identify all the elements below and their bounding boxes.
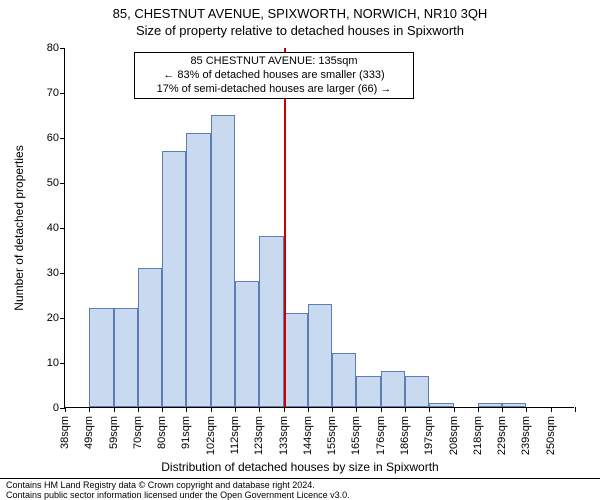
y-tick-label: 40 xyxy=(31,222,59,234)
y-tick-mark xyxy=(60,138,65,139)
chart-area: 0102030405060708038sqm49sqm59sqm70sqm80s… xyxy=(64,48,574,408)
histogram-bar xyxy=(478,403,502,408)
x-tick-label: 144sqm xyxy=(302,416,314,455)
histogram-bar xyxy=(308,304,332,408)
x-tick-mark xyxy=(332,407,333,412)
x-tick-mark xyxy=(211,407,212,412)
annotation-line: ← 83% of detached houses are smaller (33… xyxy=(141,69,407,83)
y-tick-label: 30 xyxy=(31,267,59,279)
x-tick-label: 123sqm xyxy=(253,416,265,455)
y-tick-mark xyxy=(60,48,65,49)
x-tick-mark xyxy=(235,407,236,412)
x-tick-label: 155sqm xyxy=(326,416,338,455)
x-axis-label: Distribution of detached houses by size … xyxy=(0,460,600,474)
footer-line2: Contains public sector information licen… xyxy=(6,491,594,500)
x-tick-label: 133sqm xyxy=(278,416,290,455)
x-tick-label: 59sqm xyxy=(108,416,120,449)
y-axis-label: Number of detached properties xyxy=(12,145,26,310)
x-tick-mark xyxy=(284,407,285,412)
annotation-line: 17% of semi-detached houses are larger (… xyxy=(141,83,407,97)
x-tick-label: 229sqm xyxy=(496,416,508,455)
annotation-line: 85 CHESTNUT AVENUE: 135sqm xyxy=(141,55,407,69)
y-tick-label: 10 xyxy=(31,357,59,369)
y-tick-label: 50 xyxy=(31,177,59,189)
x-tick-mark xyxy=(308,407,309,412)
x-tick-mark xyxy=(162,407,163,412)
histogram-bar xyxy=(405,376,429,408)
y-tick-label: 70 xyxy=(31,87,59,99)
histogram-bar xyxy=(332,353,356,407)
histogram-bar xyxy=(259,236,283,407)
x-tick-mark xyxy=(429,407,430,412)
histogram-bar xyxy=(89,308,113,407)
x-tick-mark xyxy=(478,407,479,412)
x-tick-label: 49sqm xyxy=(83,416,95,449)
x-tick-label: 112sqm xyxy=(229,416,241,454)
x-tick-mark xyxy=(454,407,455,412)
histogram-bar xyxy=(284,313,308,408)
y-tick-mark xyxy=(60,318,65,319)
x-tick-label: 102sqm xyxy=(205,416,217,455)
annotation-box: 85 CHESTNUT AVENUE: 135sqm← 83% of detac… xyxy=(134,52,414,99)
x-tick-mark xyxy=(381,407,382,412)
y-tick-mark xyxy=(60,363,65,364)
x-tick-label: 165sqm xyxy=(350,416,362,455)
y-tick-mark xyxy=(60,93,65,94)
x-tick-mark xyxy=(551,407,552,412)
footer: Contains HM Land Registry data © Crown c… xyxy=(0,478,600,500)
y-tick-label: 60 xyxy=(31,132,59,144)
x-tick-mark xyxy=(259,407,260,412)
x-tick-mark xyxy=(65,407,66,412)
y-tick-label: 20 xyxy=(31,312,59,324)
x-tick-label: 250sqm xyxy=(545,416,557,455)
y-tick-mark xyxy=(60,273,65,274)
y-tick-mark xyxy=(60,183,65,184)
histogram-bar xyxy=(502,403,526,408)
histogram-bar xyxy=(429,403,453,408)
histogram-bar xyxy=(162,151,186,408)
reference-line xyxy=(284,48,286,407)
y-tick-label: 80 xyxy=(31,42,59,54)
x-tick-label: 208sqm xyxy=(448,416,460,455)
histogram-bar xyxy=(114,308,138,407)
x-tick-mark xyxy=(502,407,503,412)
x-tick-mark xyxy=(138,407,139,412)
x-tick-label: 176sqm xyxy=(375,416,387,455)
x-tick-label: 80sqm xyxy=(156,416,168,449)
y-tick-mark xyxy=(60,228,65,229)
x-tick-mark xyxy=(526,407,527,412)
x-tick-mark xyxy=(114,407,115,412)
x-tick-mark xyxy=(575,407,576,412)
y-tick-label: 0 xyxy=(31,402,59,414)
x-tick-mark xyxy=(405,407,406,412)
x-tick-label: 197sqm xyxy=(423,416,435,455)
x-tick-label: 38sqm xyxy=(59,416,71,449)
x-tick-mark xyxy=(356,407,357,412)
chart-container: 85, CHESTNUT AVENUE, SPIXWORTH, NORWICH,… xyxy=(0,0,600,500)
page-subtitle: Size of property relative to detached ho… xyxy=(0,21,600,38)
x-tick-mark xyxy=(186,407,187,412)
histogram-bar xyxy=(186,133,210,408)
page-title-address: 85, CHESTNUT AVENUE, SPIXWORTH, NORWICH,… xyxy=(0,0,600,21)
x-tick-label: 218sqm xyxy=(472,416,484,455)
x-tick-label: 91sqm xyxy=(180,416,192,449)
x-tick-label: 70sqm xyxy=(132,416,144,449)
x-tick-label: 186sqm xyxy=(399,416,411,455)
histogram-bar xyxy=(381,371,405,407)
x-tick-label: 239sqm xyxy=(520,416,532,455)
x-tick-mark xyxy=(89,407,90,412)
histogram-bar xyxy=(211,115,235,408)
histogram-bar xyxy=(138,268,162,408)
histogram-bar xyxy=(356,376,380,408)
histogram-bar xyxy=(235,281,259,407)
plot-region: 0102030405060708038sqm49sqm59sqm70sqm80s… xyxy=(64,48,574,408)
